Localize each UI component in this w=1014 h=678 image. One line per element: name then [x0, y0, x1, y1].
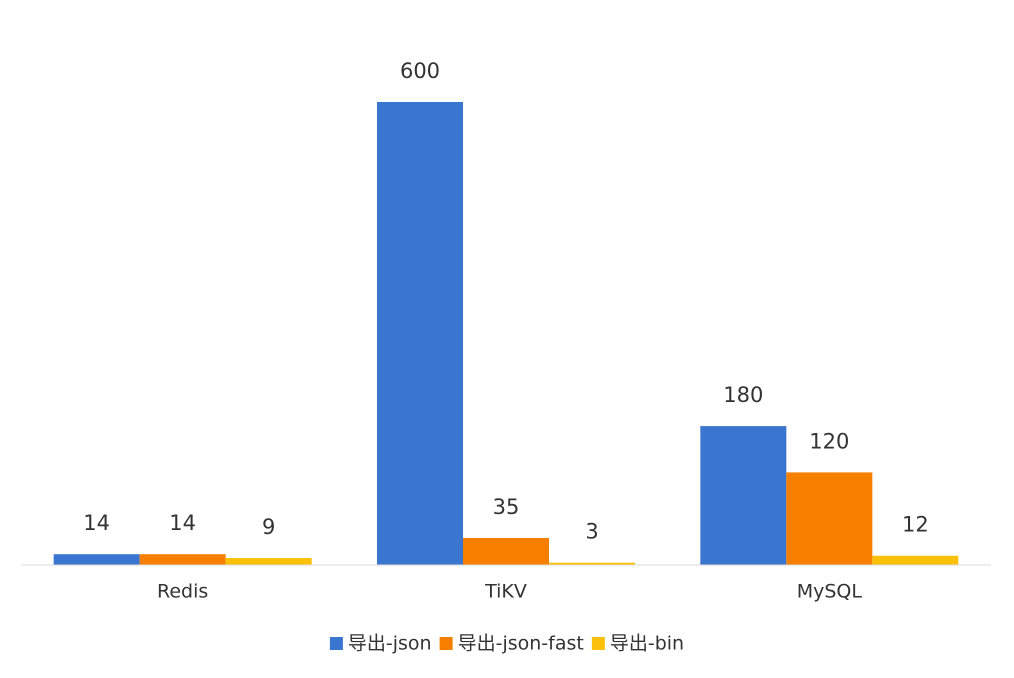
- bar: [786, 472, 873, 565]
- bar: [225, 558, 312, 565]
- legend-swatch: [591, 637, 605, 650]
- data-label: 600: [400, 59, 440, 83]
- legend-label: 导出-json-fast: [458, 633, 584, 655]
- legend-swatch: [329, 637, 343, 650]
- data-label: 35: [493, 495, 520, 519]
- bar: [139, 554, 226, 565]
- legend-swatch: [439, 637, 453, 650]
- x-tick-label: MySQL: [797, 581, 863, 603]
- data-label: 12: [902, 513, 929, 537]
- bar: [53, 554, 140, 565]
- data-label: 14: [83, 511, 110, 535]
- data-label: 180: [723, 383, 763, 407]
- data-label: 14: [169, 511, 196, 535]
- x-tick-label: TiKV: [484, 581, 527, 603]
- data-label: 9: [262, 515, 275, 539]
- legend-label: 导出-json: [348, 633, 432, 655]
- bar: [700, 426, 787, 565]
- bar: [463, 537, 549, 565]
- data-label: 3: [585, 520, 598, 544]
- bar: [872, 555, 959, 565]
- bar: [549, 562, 635, 565]
- data-label: 120: [809, 429, 849, 453]
- legend-label: 导出-bin: [610, 633, 684, 655]
- bar: [377, 102, 463, 565]
- x-tick-label: Redis: [157, 581, 208, 603]
